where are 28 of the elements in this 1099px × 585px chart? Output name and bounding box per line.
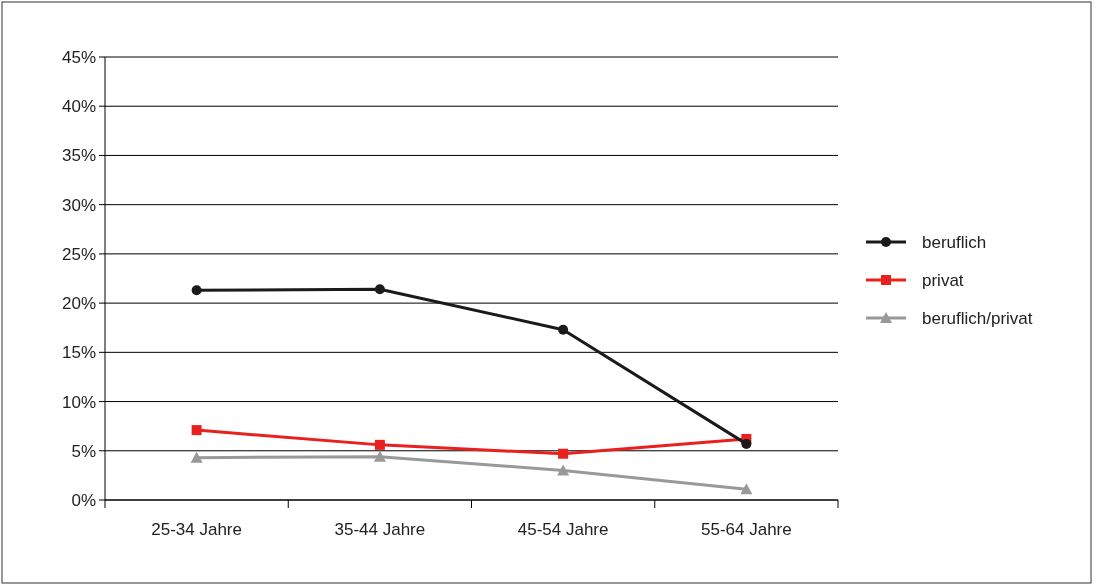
legend-label: beruflich	[922, 232, 987, 252]
y-tick-label: 35%	[61, 146, 96, 166]
point	[190, 451, 203, 463]
y-tick-label: 45%	[61, 47, 96, 67]
y-tick-label: 30%	[61, 195, 96, 215]
point	[741, 438, 752, 449]
x-tick-label: 45-54 Jahre	[517, 520, 609, 539]
legend-label: privat	[922, 270, 964, 290]
x-tick-label: 25-34 Jahre	[151, 520, 242, 539]
y-tick-label: 20%	[61, 294, 96, 314]
y-tick-label: 0%	[71, 490, 96, 510]
point	[373, 450, 386, 462]
point	[191, 285, 202, 296]
point	[740, 483, 753, 495]
y-tick-label: 15%	[61, 343, 96, 363]
point	[558, 324, 569, 335]
point	[557, 464, 570, 476]
legend-label: beruflich/privat	[922, 308, 1033, 328]
point	[558, 448, 569, 459]
point	[374, 439, 385, 450]
y-tick-label: 25%	[61, 244, 96, 264]
point	[374, 284, 385, 295]
y-tick-label: 40%	[61, 97, 96, 117]
x-tick-label: 35-44 Jahre	[334, 520, 426, 539]
y-tick-label: 5%	[71, 441, 96, 461]
point	[191, 425, 202, 436]
y-tick-label: 10%	[61, 392, 96, 412]
x-tick-label: 55-64 Jahre	[701, 520, 792, 539]
